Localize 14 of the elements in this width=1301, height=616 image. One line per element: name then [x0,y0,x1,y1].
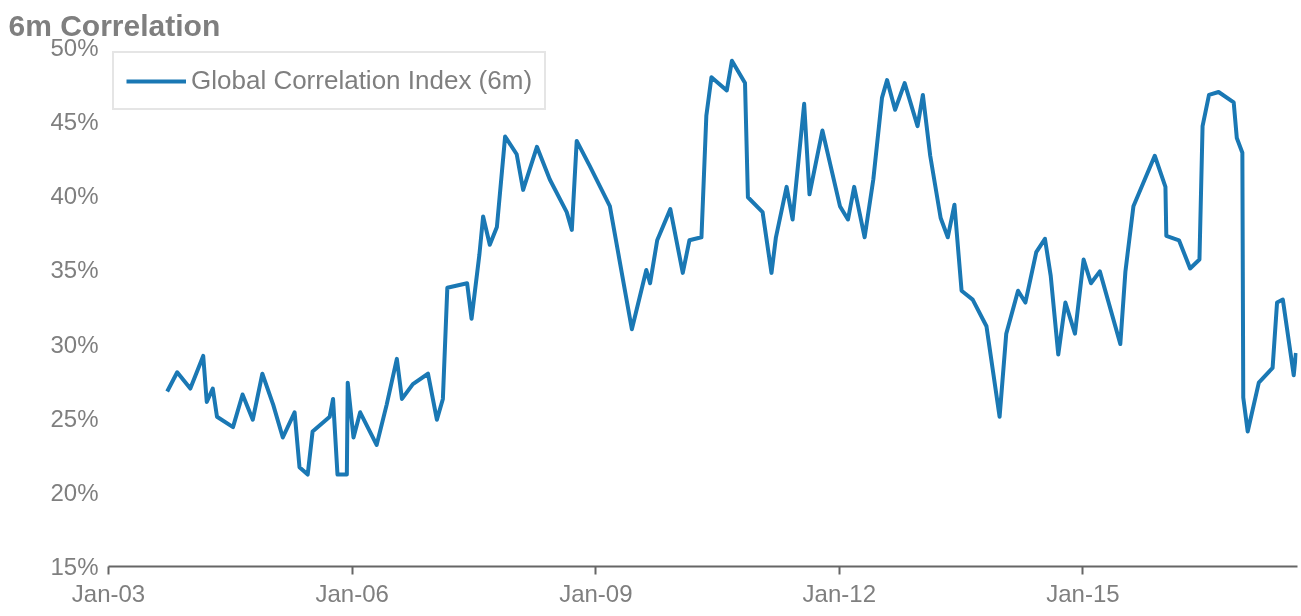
y-tick-label: 25% [50,404,99,432]
x-tick-label: Jan-12 [802,579,876,607]
legend-label: Global Correlation Index (6m) [191,65,533,96]
line-series [165,58,1298,477]
y-tick-label: 20% [50,478,99,506]
x-tick-label: Jan-03 [71,579,146,607]
y-tick-label: 35% [50,256,99,284]
y-tick-label: 15% [50,553,99,580]
y-tick-label: 40% [50,182,99,210]
x-tick-label: Jan-06 [315,579,389,607]
x-tick-label: Jan-09 [559,579,633,607]
y-tick-label: 30% [50,330,99,358]
y-tick-label: 45% [50,108,99,136]
x-tick-label: Jan-15 [1046,579,1120,607]
